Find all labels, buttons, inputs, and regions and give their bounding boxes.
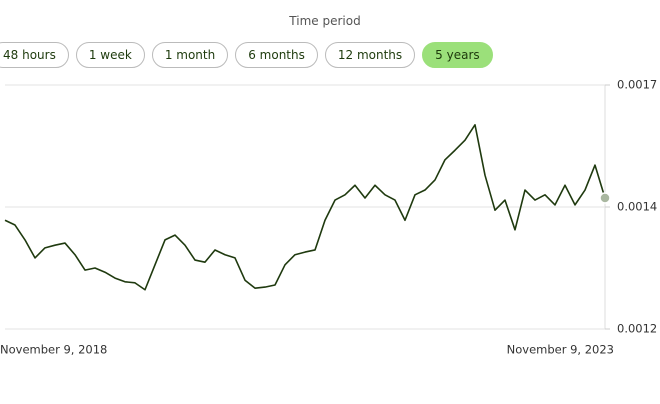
y-tick-label: 0.0014 bbox=[617, 200, 657, 214]
y-tick-label: 0.0012 bbox=[617, 322, 657, 336]
time-period-button[interactable]: 5 years bbox=[422, 42, 493, 68]
time-period-button[interactable]: 1 month bbox=[151, 42, 229, 68]
time-period-button[interactable]: 6 months bbox=[235, 42, 318, 68]
time-period-buttons: 48 hours 1 week 1 month 6 months 12 months 5 … bbox=[0, 42, 493, 68]
time-period-button[interactable]: 1 week bbox=[75, 42, 145, 68]
time-period-button[interactable]: 48 hours bbox=[0, 42, 69, 68]
end-point bbox=[599, 192, 611, 204]
y-tick-label: 0.0017 bbox=[617, 78, 657, 92]
x-tick-label: November 9, 2018 bbox=[0, 343, 107, 357]
x-tick-label: November 9, 2023 bbox=[507, 343, 614, 357]
time-period-button[interactable]: 12 months bbox=[324, 42, 416, 68]
time-period-label: Time period bbox=[289, 14, 361, 28]
price-line bbox=[4, 123, 606, 291]
